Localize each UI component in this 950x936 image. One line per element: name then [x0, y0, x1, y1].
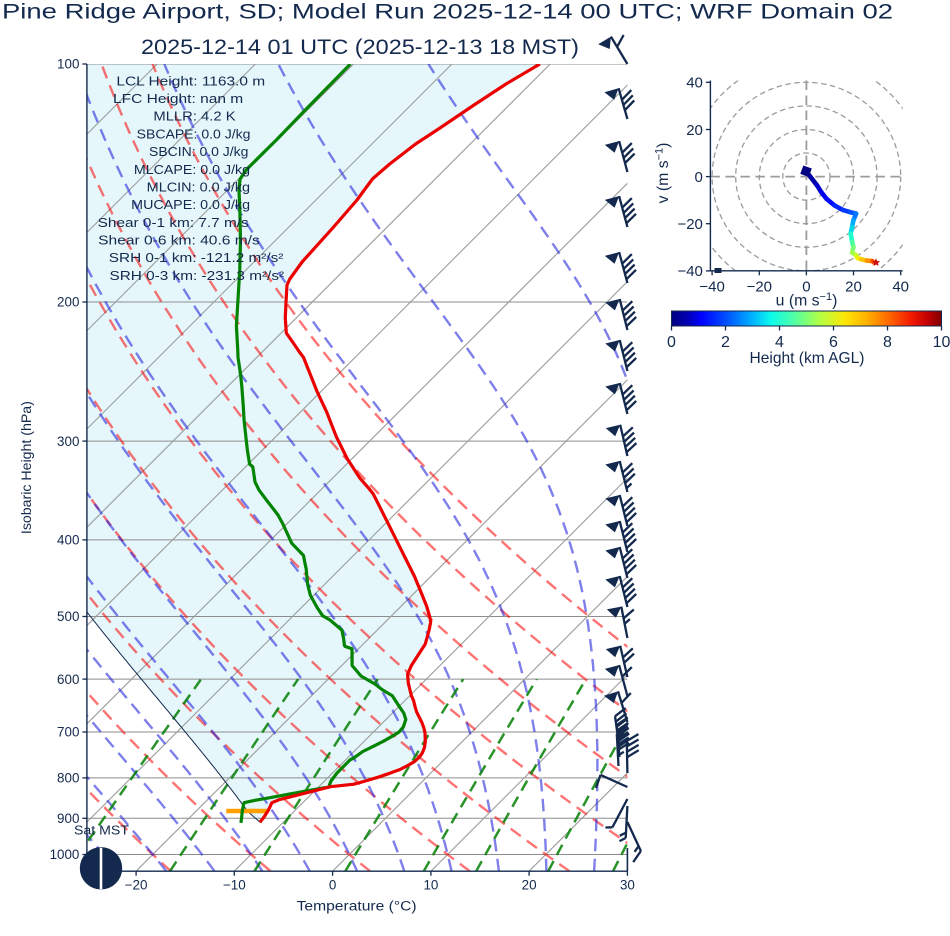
svg-text:20: 20	[522, 878, 537, 893]
svg-text:8: 8	[883, 334, 892, 351]
svg-text:30: 30	[620, 878, 635, 893]
svg-text:40: 40	[892, 279, 909, 296]
svg-text:0: 0	[802, 279, 810, 296]
svg-text:100: 100	[57, 57, 79, 72]
svg-text:800: 800	[57, 771, 79, 786]
svg-text:SBCAPE: 0.0 J/kg: SBCAPE: 0.0 J/kg	[137, 127, 251, 142]
svg-text:20: 20	[845, 279, 862, 296]
svg-text:−10: −10	[223, 878, 246, 893]
svg-text:700: 700	[57, 725, 79, 740]
svg-text:4: 4	[775, 334, 784, 351]
svg-text:0: 0	[667, 334, 676, 351]
svg-text:Sat MST: Sat MST	[74, 823, 129, 837]
svg-text:Isobaric Height (hPa): Isobaric Height (hPa)	[19, 401, 34, 534]
svg-text:6: 6	[829, 334, 838, 351]
svg-text:1000: 1000	[50, 847, 80, 862]
svg-text:500: 500	[57, 609, 79, 624]
svg-text:10: 10	[423, 878, 438, 893]
svg-text:2: 2	[721, 334, 730, 351]
svg-text:200: 200	[57, 295, 79, 310]
svg-text:40: 40	[686, 75, 703, 92]
svg-text:20: 20	[686, 122, 703, 139]
svg-text:400: 400	[57, 533, 79, 548]
svg-text:0: 0	[695, 169, 703, 186]
svg-text:2025-12-14 01 UTC (2025-12-13: 2025-12-14 01 UTC (2025-12-13 18 MST)	[141, 35, 579, 59]
svg-text:−40: −40	[677, 263, 702, 280]
svg-text:MLCAPE: 0.0 J/kg: MLCAPE: 0.0 J/kg	[134, 162, 250, 177]
svg-text:900: 900	[57, 811, 79, 826]
svg-text:LCL Height: 1163.0 m: LCL Height: 1163.0 m	[116, 73, 265, 88]
svg-text:300: 300	[57, 434, 79, 449]
svg-text:600: 600	[57, 672, 79, 687]
svg-text:SBCIN: 0.0 J/kg: SBCIN: 0.0 J/kg	[149, 144, 248, 159]
svg-text:Temperature (°C): Temperature (°C)	[297, 899, 417, 914]
svg-text:Pine Ridge Airport, SD; Model: Pine Ridge Airport, SD; Model Run 2025-1…	[2, 0, 893, 24]
svg-text:−40: −40	[699, 279, 724, 296]
svg-text:SRH 0-3 km: -231.3 m²/s²: SRH 0-3 km: -231.3 m²/s²	[110, 268, 285, 283]
svg-text:−20: −20	[677, 216, 702, 233]
svg-text:MLLR: 4.2 K: MLLR: 4.2 K	[153, 109, 235, 124]
svg-text:−20: −20	[125, 878, 148, 893]
svg-text:MUCAPE: 0.0 J/kg: MUCAPE: 0.0 J/kg	[131, 197, 250, 212]
svg-text:Shear 0-1 km: 7.7 m/s: Shear 0-1 km: 7.7 m/s	[98, 215, 249, 230]
svg-text:10: 10	[933, 334, 950, 351]
svg-text:LFC Height: nan m: LFC Height: nan m	[113, 91, 243, 106]
svg-text:0: 0	[329, 878, 336, 893]
svg-text:MLCIN: 0.0 J/kg: MLCIN: 0.0 J/kg	[147, 180, 250, 195]
svg-text:Shear 0-6 km: 40.6 m/s: Shear 0-6 km: 40.6 m/s	[98, 233, 260, 248]
svg-text:SRH 0-1 km: -121.2 m²/s²: SRH 0-1 km: -121.2 m²/s²	[109, 250, 284, 265]
svg-text:Height (km AGL): Height (km AGL)	[750, 350, 865, 367]
svg-text:−20: −20	[747, 279, 772, 296]
